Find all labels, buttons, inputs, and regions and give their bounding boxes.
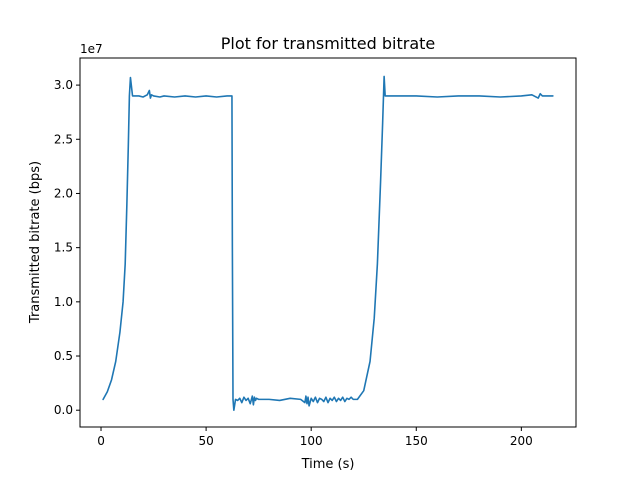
x-tick-label: 200	[510, 434, 533, 448]
x-tick-label: 50	[198, 434, 213, 448]
axis-ticks: 0 50 100 150 200 0.0 0.5 1.0 1.5 2.0 2.5 3.0	[54, 78, 533, 448]
y-tick-label: 3.0	[54, 78, 73, 92]
bitrate-series-line	[102, 75, 554, 412]
x-tick-label: 150	[405, 434, 428, 448]
x-axis-label: Time (s)	[301, 457, 355, 472]
y-tick-label: 2.5	[54, 132, 73, 146]
x-tick-label: 0	[97, 434, 105, 448]
y-tick-label: 2.0	[54, 186, 73, 200]
axes-frame	[79, 57, 577, 428]
y-axis-offset-text: 1e7	[80, 42, 103, 56]
plot-area	[102, 75, 554, 412]
y-tick-label: 0.5	[54, 349, 73, 363]
y-tick-label: 1.0	[54, 295, 73, 309]
y-axis-label: Transmitted bitrate (bps)	[28, 161, 43, 324]
x-tick-label: 100	[300, 434, 323, 448]
chart-title: Plot for transmitted bitrate	[221, 34, 436, 53]
y-tick-label: 0.0	[54, 403, 73, 417]
y-tick-label: 1.5	[54, 241, 73, 255]
